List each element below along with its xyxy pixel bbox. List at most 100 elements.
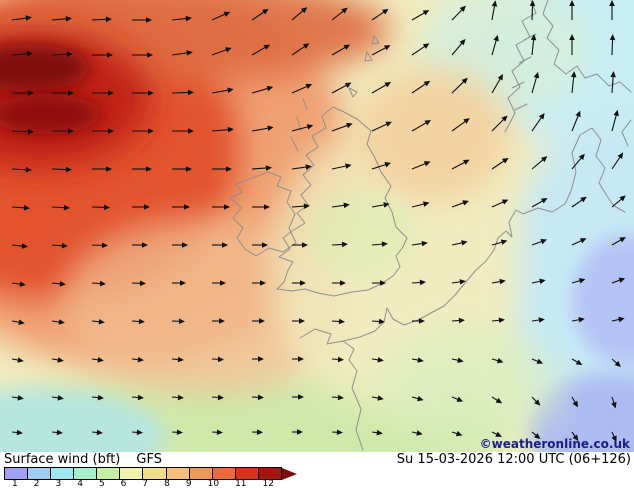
wind-arrow	[371, 395, 384, 401]
wind-arrow	[371, 8, 389, 21]
wind-arrow	[212, 318, 225, 324]
wind-arrow	[91, 429, 103, 436]
wind-arrow	[51, 204, 70, 211]
wind-arrow	[611, 431, 617, 443]
wind-arrow	[251, 165, 272, 171]
wind-arrow	[531, 431, 541, 440]
wind-arrows	[11, 0, 626, 443]
wind-arrow	[611, 396, 617, 409]
wind-arrow	[331, 82, 352, 94]
wind-arrow	[171, 356, 184, 363]
wind-arrow	[451, 77, 468, 94]
wind-arrow	[491, 396, 503, 404]
wind-arrow	[92, 52, 113, 58]
wind-speed-field	[0, 0, 634, 452]
wind-arrow	[331, 163, 352, 170]
wind-arrow	[611, 358, 621, 368]
wind-arrow	[92, 128, 114, 134]
wind-arrow	[131, 394, 144, 401]
wind-arrow	[131, 356, 144, 363]
wind-arrow	[132, 17, 152, 23]
wind-arrow	[571, 431, 579, 442]
wind-arrow	[251, 429, 263, 435]
wind-arrow	[212, 280, 226, 286]
wind-arrow	[11, 50, 33, 57]
wind-arrow	[91, 394, 104, 401]
wind-arrow	[11, 429, 23, 436]
wind-arrow	[531, 71, 540, 94]
wind-arrow	[91, 204, 110, 211]
wind-arrow	[451, 317, 465, 324]
wind-arrow	[131, 280, 146, 287]
wind-arrow	[11, 205, 30, 211]
legend-cell-6	[120, 468, 144, 479]
wind-arrow	[491, 115, 508, 132]
wind-arrow	[291, 124, 314, 132]
wind-arrow	[252, 280, 266, 286]
wind-arrow	[291, 203, 310, 209]
wind-arrow	[531, 278, 546, 285]
legend-tick: 3	[55, 479, 62, 489]
wind-arrow	[451, 159, 470, 170]
wind-arrow	[211, 429, 223, 436]
wind-arrow	[411, 357, 424, 363]
wind-arrow	[131, 318, 145, 325]
wind-arrow	[411, 43, 430, 56]
wind-arrow	[611, 237, 626, 246]
wind-arrow	[411, 161, 431, 170]
wind-arrow	[132, 242, 148, 248]
wind-arrow	[291, 43, 310, 56]
wind-arrow	[571, 153, 585, 170]
wind-arrow	[52, 128, 74, 134]
wind-arrow	[609, 0, 615, 20]
wind-arrow	[11, 281, 26, 287]
wind-arrow	[132, 90, 154, 96]
wind-arrow	[371, 162, 392, 170]
legend-tick: 11	[235, 479, 247, 489]
wind-arrow	[291, 164, 312, 170]
legend-cell-3	[51, 468, 75, 479]
wind-arrow	[252, 356, 264, 362]
wind-arrow	[132, 166, 152, 172]
wind-arrow	[252, 204, 270, 210]
legend-cell-1	[5, 468, 29, 479]
watermark: ©weatheronline.co.uk	[479, 437, 630, 451]
wind-arrow	[51, 395, 64, 401]
legend-tick: 6	[120, 479, 127, 489]
wind-arrow	[51, 281, 66, 287]
wind-arrow	[412, 318, 425, 324]
wind-arrow	[411, 430, 423, 436]
legend-cell-11	[235, 468, 259, 479]
legend-tick: 4	[77, 479, 83, 489]
wind-arrow	[51, 242, 68, 249]
coastlines	[230, 0, 632, 451]
wind-arrow	[531, 198, 548, 208]
wind-arrow	[292, 394, 304, 400]
wind-arrow	[611, 109, 619, 132]
legend-tick: 8	[164, 479, 170, 489]
wind-arrow	[569, 0, 575, 20]
wind-arrow	[571, 317, 585, 323]
wind-arrow	[12, 90, 34, 96]
wind-arrow	[411, 80, 431, 94]
wind-arrow	[51, 357, 64, 363]
wind-arrow	[172, 242, 188, 248]
wind-arrow	[610, 71, 616, 94]
legend-tick: 7	[142, 479, 149, 489]
wind-arrow	[171, 15, 192, 22]
footer: Surface wind (bft) GFS Su 15-03-2026 12:…	[0, 452, 634, 490]
wind-arrow	[491, 199, 509, 208]
wind-arrow	[11, 15, 32, 21]
wind-arrow	[11, 319, 25, 325]
legend-tick: 12	[262, 479, 274, 489]
wind-arrow	[569, 34, 575, 55]
legend-cell-5	[97, 468, 121, 479]
map-title: Surface wind (bft)	[4, 452, 121, 467]
wind-arrow	[451, 396, 464, 402]
wind-arrow	[91, 16, 112, 23]
wind-arrow	[211, 47, 232, 56]
wind-arrow	[571, 196, 587, 208]
wind-arrow	[491, 317, 505, 324]
wind-arrow	[332, 280, 346, 286]
